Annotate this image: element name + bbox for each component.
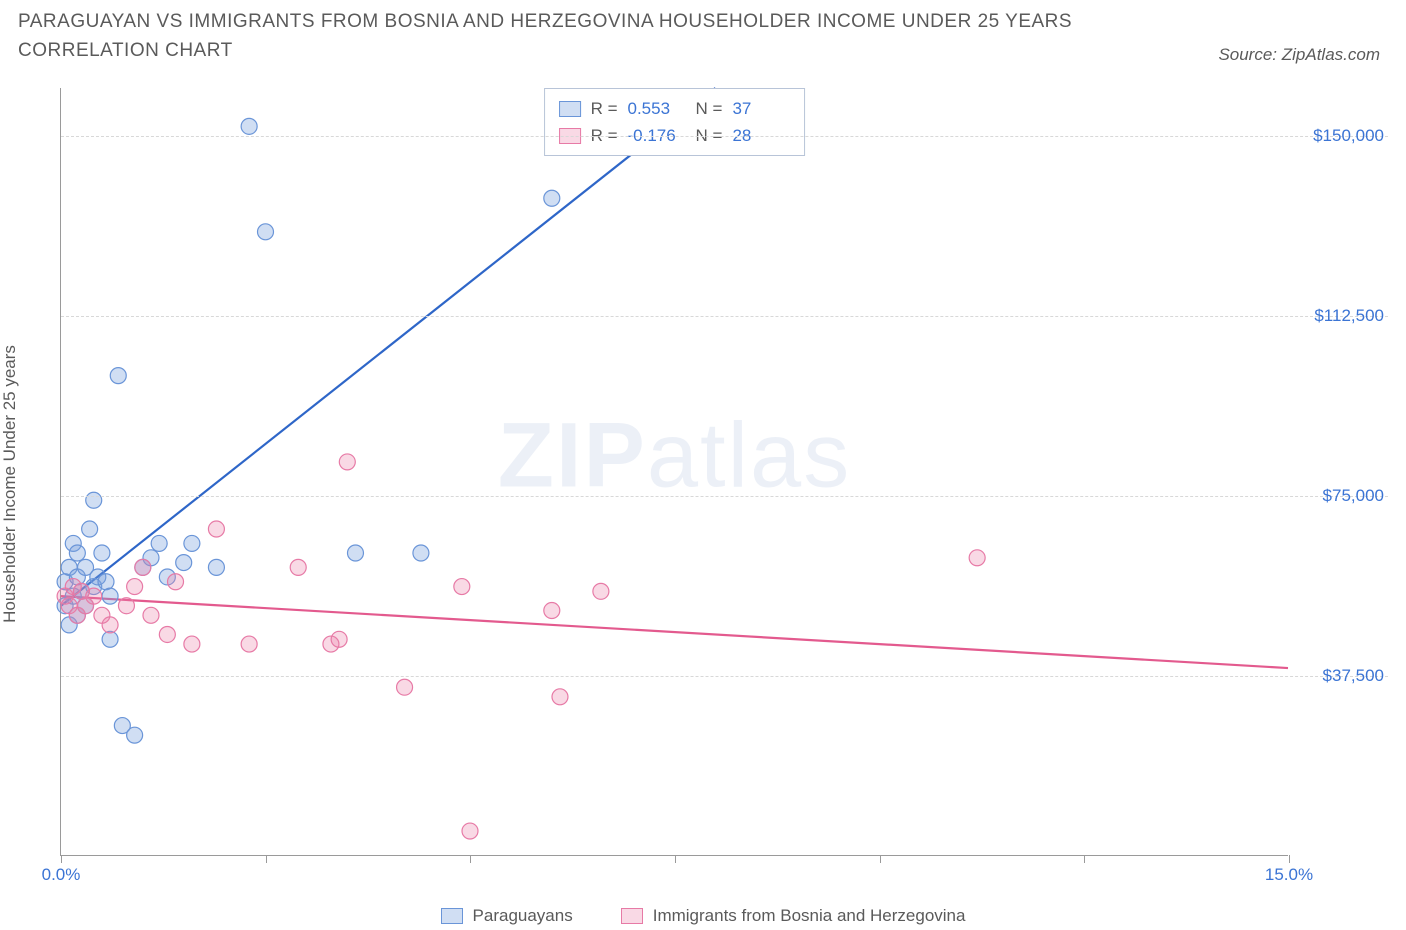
n-label: N = — [696, 95, 723, 122]
data-point-bosnia — [127, 579, 143, 595]
x-tick-label: 15.0% — [1265, 865, 1313, 885]
data-point-paraguayans — [258, 224, 274, 240]
data-point-bosnia — [208, 521, 224, 537]
y-tick-label: $75,000 — [1294, 486, 1384, 506]
y-tick-label: $37,500 — [1294, 666, 1384, 686]
data-point-bosnia — [462, 823, 478, 839]
x-tick — [880, 855, 881, 863]
data-point-bosnia — [143, 607, 159, 623]
data-point-bosnia — [135, 559, 151, 575]
y-tick-label: $150,000 — [1294, 126, 1384, 146]
data-point-bosnia — [184, 636, 200, 652]
data-point-paraguayans — [82, 521, 98, 537]
data-point-bosnia — [102, 617, 118, 633]
series-legend: Paraguayans Immigrants from Bosnia and He… — [0, 906, 1406, 926]
data-point-paraguayans — [102, 588, 118, 604]
data-point-paraguayans — [151, 535, 167, 551]
data-point-bosnia — [86, 588, 102, 604]
legend-label: Paraguayans — [473, 906, 573, 926]
gridline — [61, 496, 1388, 497]
legend-item-paraguayans: Paraguayans — [441, 906, 573, 926]
scatter-points — [61, 88, 1288, 855]
data-point-bosnia — [339, 454, 355, 470]
data-point-paraguayans — [347, 545, 363, 561]
legend-swatch-icon — [559, 101, 581, 117]
data-point-bosnia — [969, 550, 985, 566]
legend-label: Immigrants from Bosnia and Herzegovina — [653, 906, 966, 926]
correlation-stats-box: R =0.553N =37R =-0.176N =28 — [544, 88, 806, 156]
data-point-bosnia — [290, 559, 306, 575]
source-attribution: Source: ZipAtlas.com — [1218, 45, 1388, 65]
chart-title: PARAGUAYAN VS IMMIGRANTS FROM BOSNIA AND… — [18, 8, 1118, 65]
legend-swatch-icon — [441, 908, 463, 924]
data-point-paraguayans — [94, 545, 110, 561]
data-point-bosnia — [544, 603, 560, 619]
data-point-bosnia — [159, 626, 175, 642]
data-point-paraguayans — [176, 555, 192, 571]
gridline — [61, 676, 1388, 677]
x-tick — [1084, 855, 1085, 863]
stats-row-paraguayans: R = 0.553 N = 37 — [559, 95, 791, 122]
data-point-paraguayans — [208, 559, 224, 575]
data-point-paraguayans — [544, 190, 560, 206]
x-tick — [1289, 855, 1290, 863]
data-point-paraguayans — [102, 631, 118, 647]
data-point-bosnia — [241, 636, 257, 652]
x-tick-label: 0.0% — [42, 865, 81, 885]
x-tick — [675, 855, 676, 863]
data-point-bosnia — [331, 631, 347, 647]
r-value: 0.553 — [628, 95, 686, 122]
data-point-bosnia — [118, 598, 134, 614]
data-point-paraguayans — [86, 492, 102, 508]
data-point-bosnia — [168, 574, 184, 590]
data-point-paraguayans — [184, 535, 200, 551]
legend-item-bosnia: Immigrants from Bosnia and Herzegovina — [621, 906, 966, 926]
gridline — [61, 136, 1388, 137]
data-point-paraguayans — [110, 368, 126, 384]
data-point-bosnia — [397, 679, 413, 695]
plot-area: ZIPatlas R =0.553N =37R =-0.176N =28 $37… — [60, 88, 1288, 856]
data-point-paraguayans — [413, 545, 429, 561]
legend-swatch-icon — [621, 908, 643, 924]
y-axis-label: Householder Income Under 25 years — [0, 345, 20, 623]
data-point-bosnia — [593, 583, 609, 599]
r-label: R = — [591, 95, 618, 122]
x-tick — [470, 855, 471, 863]
n-value: 37 — [732, 95, 790, 122]
data-point-bosnia — [552, 689, 568, 705]
data-point-paraguayans — [127, 727, 143, 743]
data-point-bosnia — [454, 579, 470, 595]
chart-container: Householder Income Under 25 years ZIPatl… — [18, 78, 1388, 890]
x-tick — [266, 855, 267, 863]
gridline — [61, 316, 1388, 317]
data-point-paraguayans — [69, 545, 85, 561]
y-tick-label: $112,500 — [1294, 306, 1384, 326]
x-tick — [61, 855, 62, 863]
data-point-paraguayans — [241, 118, 257, 134]
data-point-paraguayans — [98, 574, 114, 590]
